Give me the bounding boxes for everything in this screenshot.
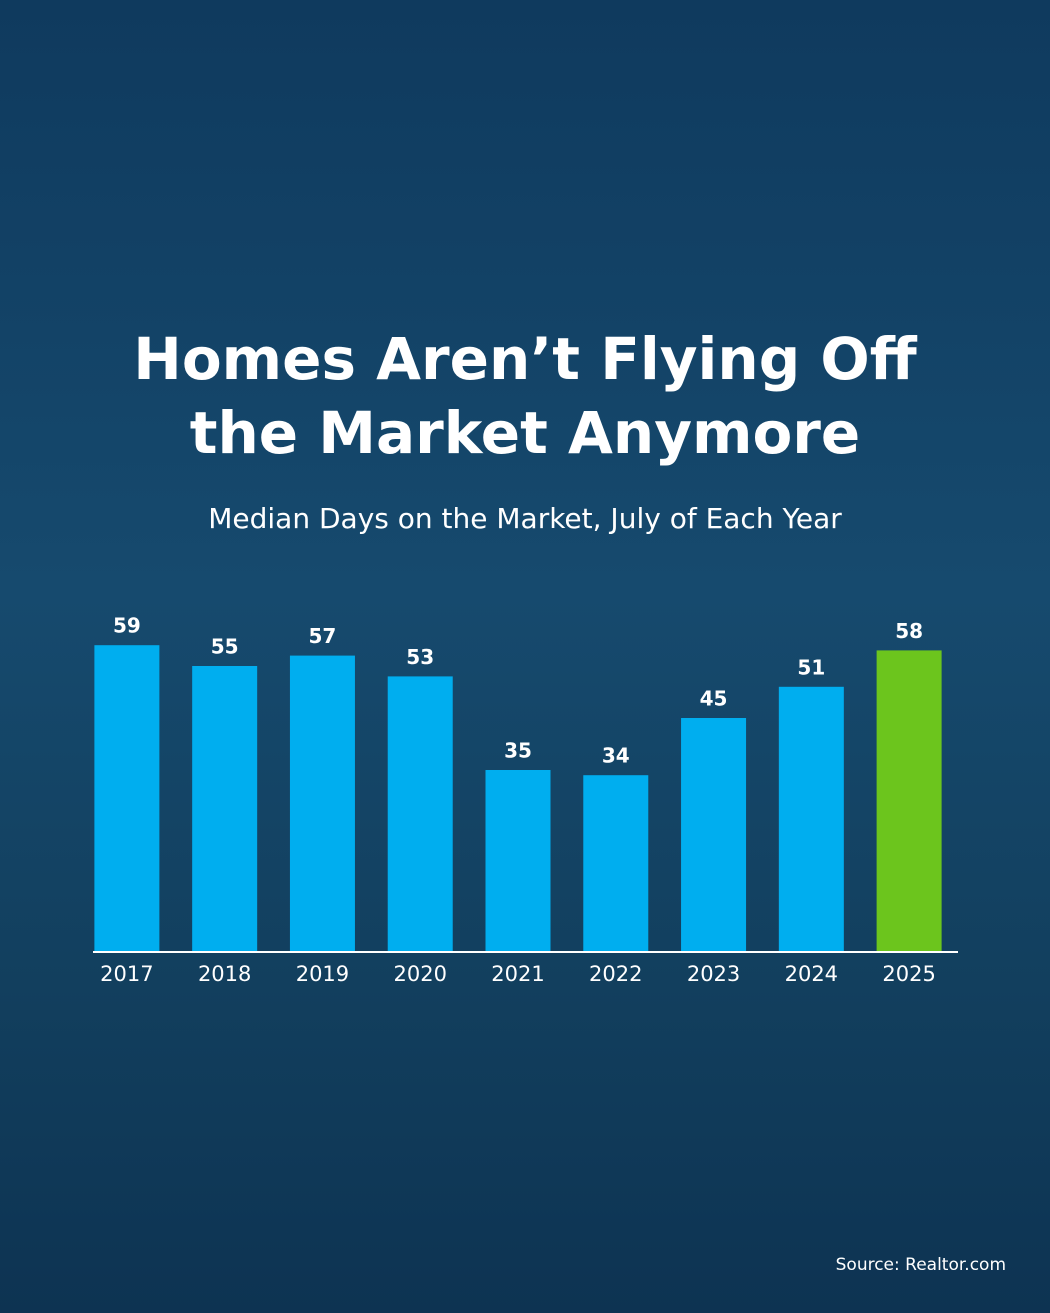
x-tick-label: 2020 bbox=[393, 962, 446, 986]
x-tick-label: 2023 bbox=[687, 962, 740, 986]
bar bbox=[876, 650, 942, 952]
data-label: 57 bbox=[309, 624, 337, 648]
bar bbox=[94, 645, 160, 952]
x-tick-label: 2017 bbox=[100, 962, 153, 986]
bar bbox=[485, 770, 551, 952]
x-tick-label: 2019 bbox=[296, 962, 349, 986]
data-label: 35 bbox=[504, 739, 532, 763]
x-tick-label: 2025 bbox=[882, 962, 935, 986]
data-label: 58 bbox=[895, 619, 923, 643]
x-tick-label: 2022 bbox=[589, 962, 642, 986]
x-tick-label: 2018 bbox=[198, 962, 251, 986]
x-tick-label: 2024 bbox=[785, 962, 838, 986]
x-tick-label: 2021 bbox=[491, 962, 544, 986]
bar bbox=[387, 676, 453, 952]
chart-subtitle: Median Days on the Market, July of Each … bbox=[208, 502, 842, 535]
data-label: 51 bbox=[797, 655, 825, 679]
data-label: 59 bbox=[113, 614, 141, 638]
data-label: 55 bbox=[211, 635, 239, 659]
data-label: 53 bbox=[406, 645, 434, 669]
bar bbox=[778, 686, 844, 952]
data-label: 34 bbox=[602, 744, 630, 768]
bar bbox=[289, 655, 355, 952]
source-note: Source: Realtor.com bbox=[835, 1255, 1006, 1275]
bar bbox=[192, 666, 258, 952]
chart-title: Homes Aren’t Flying Off the Market Anymo… bbox=[133, 325, 917, 467]
data-label: 45 bbox=[700, 687, 728, 711]
bar bbox=[583, 775, 649, 952]
bar bbox=[681, 718, 747, 952]
